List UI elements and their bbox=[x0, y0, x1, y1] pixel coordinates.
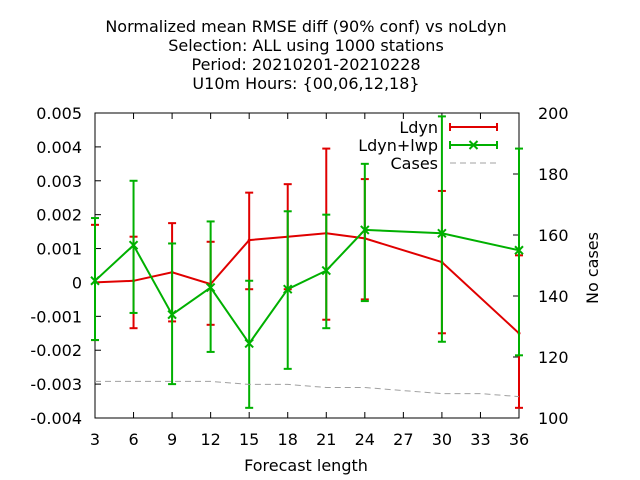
y2-tick-label: 160 bbox=[538, 226, 569, 245]
x-tick-label: 3 bbox=[90, 430, 100, 449]
x-tick-label: 36 bbox=[509, 430, 529, 449]
title-line: Normalized mean RMSE diff (90% conf) vs … bbox=[105, 17, 506, 36]
y-tick-label: 0.002 bbox=[36, 206, 82, 225]
x-tick-label: 21 bbox=[316, 430, 336, 449]
y2-tick-label: 180 bbox=[538, 165, 569, 184]
x-tick-label: 15 bbox=[239, 430, 259, 449]
x-tick-label: 18 bbox=[278, 430, 298, 449]
title-line: Period: 20210201-20210228 bbox=[191, 55, 420, 74]
y-tick-label: 0 bbox=[72, 273, 82, 292]
data-point-marker bbox=[514, 245, 524, 255]
chart-series bbox=[90, 115, 524, 409]
chart-title: Normalized mean RMSE diff (90% conf) vs … bbox=[105, 17, 506, 93]
series-line bbox=[95, 380, 520, 398]
data-point-marker bbox=[205, 282, 216, 293]
y-tick-label: -0.002 bbox=[30, 341, 82, 360]
title-line: U10m Hours: {00,06,12,18} bbox=[192, 74, 419, 93]
x-tick-label: 27 bbox=[393, 430, 413, 449]
data-point-marker bbox=[128, 240, 139, 250]
y-tick-label: -0.001 bbox=[30, 307, 82, 326]
data-point bbox=[247, 238, 251, 242]
y-tick-label: -0.004 bbox=[30, 409, 82, 428]
data-point-marker bbox=[283, 284, 293, 294]
series-ldyn bbox=[91, 147, 523, 409]
data-point-marker bbox=[244, 338, 254, 349]
y-tick-label: 0.005 bbox=[36, 104, 82, 123]
y-tick-label: 0.001 bbox=[36, 240, 82, 259]
data-point-marker bbox=[167, 309, 177, 320]
plot-frame bbox=[94, 112, 520, 419]
legend-label: Ldyn+lwp bbox=[358, 136, 438, 155]
series-cases bbox=[95, 380, 520, 398]
legend-marker bbox=[468, 140, 479, 150]
y2-tick-label: 200 bbox=[538, 104, 569, 123]
x-tick-label: 6 bbox=[128, 430, 138, 449]
x-tick-label: 12 bbox=[200, 430, 220, 449]
y2-tick-label: 140 bbox=[538, 287, 569, 306]
data-point-marker bbox=[321, 265, 331, 276]
y-tick-label: -0.003 bbox=[30, 375, 82, 394]
x-tick-label: 30 bbox=[432, 430, 452, 449]
x-axis-label: Forecast length bbox=[244, 456, 368, 475]
x-tick-label: 24 bbox=[355, 430, 375, 449]
y-tick-label: 0.004 bbox=[36, 138, 82, 157]
x-tick-label: 9 bbox=[167, 430, 177, 449]
series-line bbox=[94, 228, 520, 346]
chart-axes: 3 6 9 12 15 18 21 24 27 30 33 36-0.004-0.003-0.002-… bbox=[30, 104, 568, 449]
legend-label: Ldyn bbox=[399, 118, 438, 137]
series-line bbox=[94, 232, 520, 335]
title-line: Selection: ALL using 1000 stations bbox=[168, 36, 444, 55]
y2-tick-label: 120 bbox=[538, 348, 569, 367]
y2-axis-label: No cases bbox=[583, 232, 602, 304]
data-point-marker bbox=[360, 225, 370, 235]
x-tick-label: 33 bbox=[470, 430, 490, 449]
legend-label: Cases bbox=[391, 154, 439, 173]
data-point-marker bbox=[90, 276, 100, 286]
series-ldyn-lwp bbox=[90, 115, 524, 409]
y-tick-label: 0.003 bbox=[36, 172, 82, 191]
y2-tick-label: 100 bbox=[538, 409, 569, 428]
data-point-marker bbox=[437, 228, 447, 239]
